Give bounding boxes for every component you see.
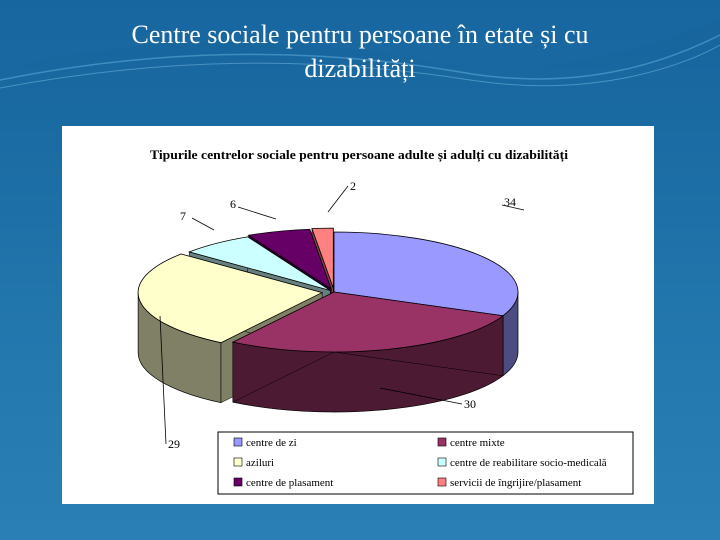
pie-chart: Tipurile centrelor sociale pentru persoa… [137, 147, 634, 495]
pie-data-label: 7 [180, 209, 186, 223]
legend-entry: centre de reabilitare socio-medicală [450, 457, 607, 469]
pie-labels: 34 30 29 7 6 2 [168, 179, 516, 451]
legend-entry: centre de zi [246, 437, 297, 449]
pie-leader-line [237, 206, 277, 220]
pie-data-label: 6 [230, 197, 236, 211]
slide-title-line-1: Centre sociale pentru persoane în etate … [131, 20, 589, 49]
legend-swatch [233, 457, 243, 467]
legend-entry: centre de plasament [246, 477, 333, 489]
legend-box [217, 431, 634, 495]
legend-swatch [437, 477, 447, 487]
pie-leader-line [191, 217, 215, 231]
pie-slice [137, 253, 324, 344]
pie-slice [333, 231, 519, 317]
legend-swatch [233, 477, 243, 487]
pie-tops [137, 227, 519, 353]
chart-legend: centre de zi centre mixte aziluri centre de… [217, 431, 634, 495]
pie-slice [231, 291, 504, 353]
slide-title: Centre sociale pentru persoane în etate … [20, 18, 700, 86]
pie-slice [188, 236, 331, 291]
pie-slice [247, 228, 332, 290]
legend-entry: centre mixte [450, 437, 505, 449]
pie-leader-line [327, 185, 349, 213]
pie-slice [311, 227, 334, 289]
pie-leader-line [379, 387, 463, 405]
legend-swatch [437, 437, 447, 447]
pie-data-label: 2 [350, 179, 356, 193]
chart-panel: Tipurile centrelor sociale pentru persoa… [62, 126, 654, 504]
pie-data-label: 30 [464, 397, 476, 411]
pie-leader-line [501, 204, 525, 211]
pie-leader-line [159, 315, 167, 445]
legend-entry: aziluri [246, 457, 274, 469]
legend-swatch [437, 457, 447, 467]
legend-swatch [233, 437, 243, 447]
legend-entry: servicii de îngrijire/plasament [450, 477, 581, 489]
slide-title-line-2: dizabilități [304, 54, 416, 83]
pie-data-label: 29 [168, 437, 180, 451]
pie-leaders [159, 185, 525, 445]
chart-title: Tipurile centrelor sociale pentru persoa… [150, 147, 568, 163]
pie-data-label: 34 [504, 195, 516, 209]
